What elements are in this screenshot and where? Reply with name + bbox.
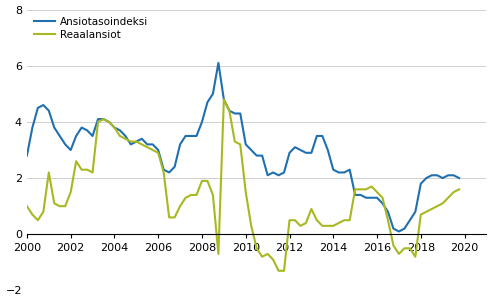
Line: Reaalansiot: Reaalansiot [27,99,459,271]
Reaalansiot [418,213,424,217]
Ansiotasoindeksi [325,148,331,152]
Ansiotasoindeksi [286,151,292,155]
Reaalansiot [314,218,320,222]
Legend: Ansiotasoindeksi, Reaalansiot: Ansiotasoindeksi, Reaalansiot [32,15,151,42]
Line: Ansiotasoindeksi: Ansiotasoindeksi [27,63,459,231]
Ansiotasoindeksi [456,176,462,180]
Reaalansiot [215,252,221,256]
Ansiotasoindeksi [215,61,221,65]
Reaalansiot [456,188,462,191]
Ansiotasoindeksi [396,230,402,233]
Reaalansiot [298,224,304,228]
Reaalansiot [292,218,298,222]
Ansiotasoindeksi [418,182,424,185]
Reaalansiot [24,204,30,208]
Ansiotasoindeksi [308,151,314,155]
Reaalansiot [276,269,281,273]
Ansiotasoindeksi [221,98,227,101]
Ansiotasoindeksi [24,154,30,157]
Reaalansiot [221,98,227,101]
Ansiotasoindeksi [292,145,298,149]
Reaalansiot [330,224,336,228]
